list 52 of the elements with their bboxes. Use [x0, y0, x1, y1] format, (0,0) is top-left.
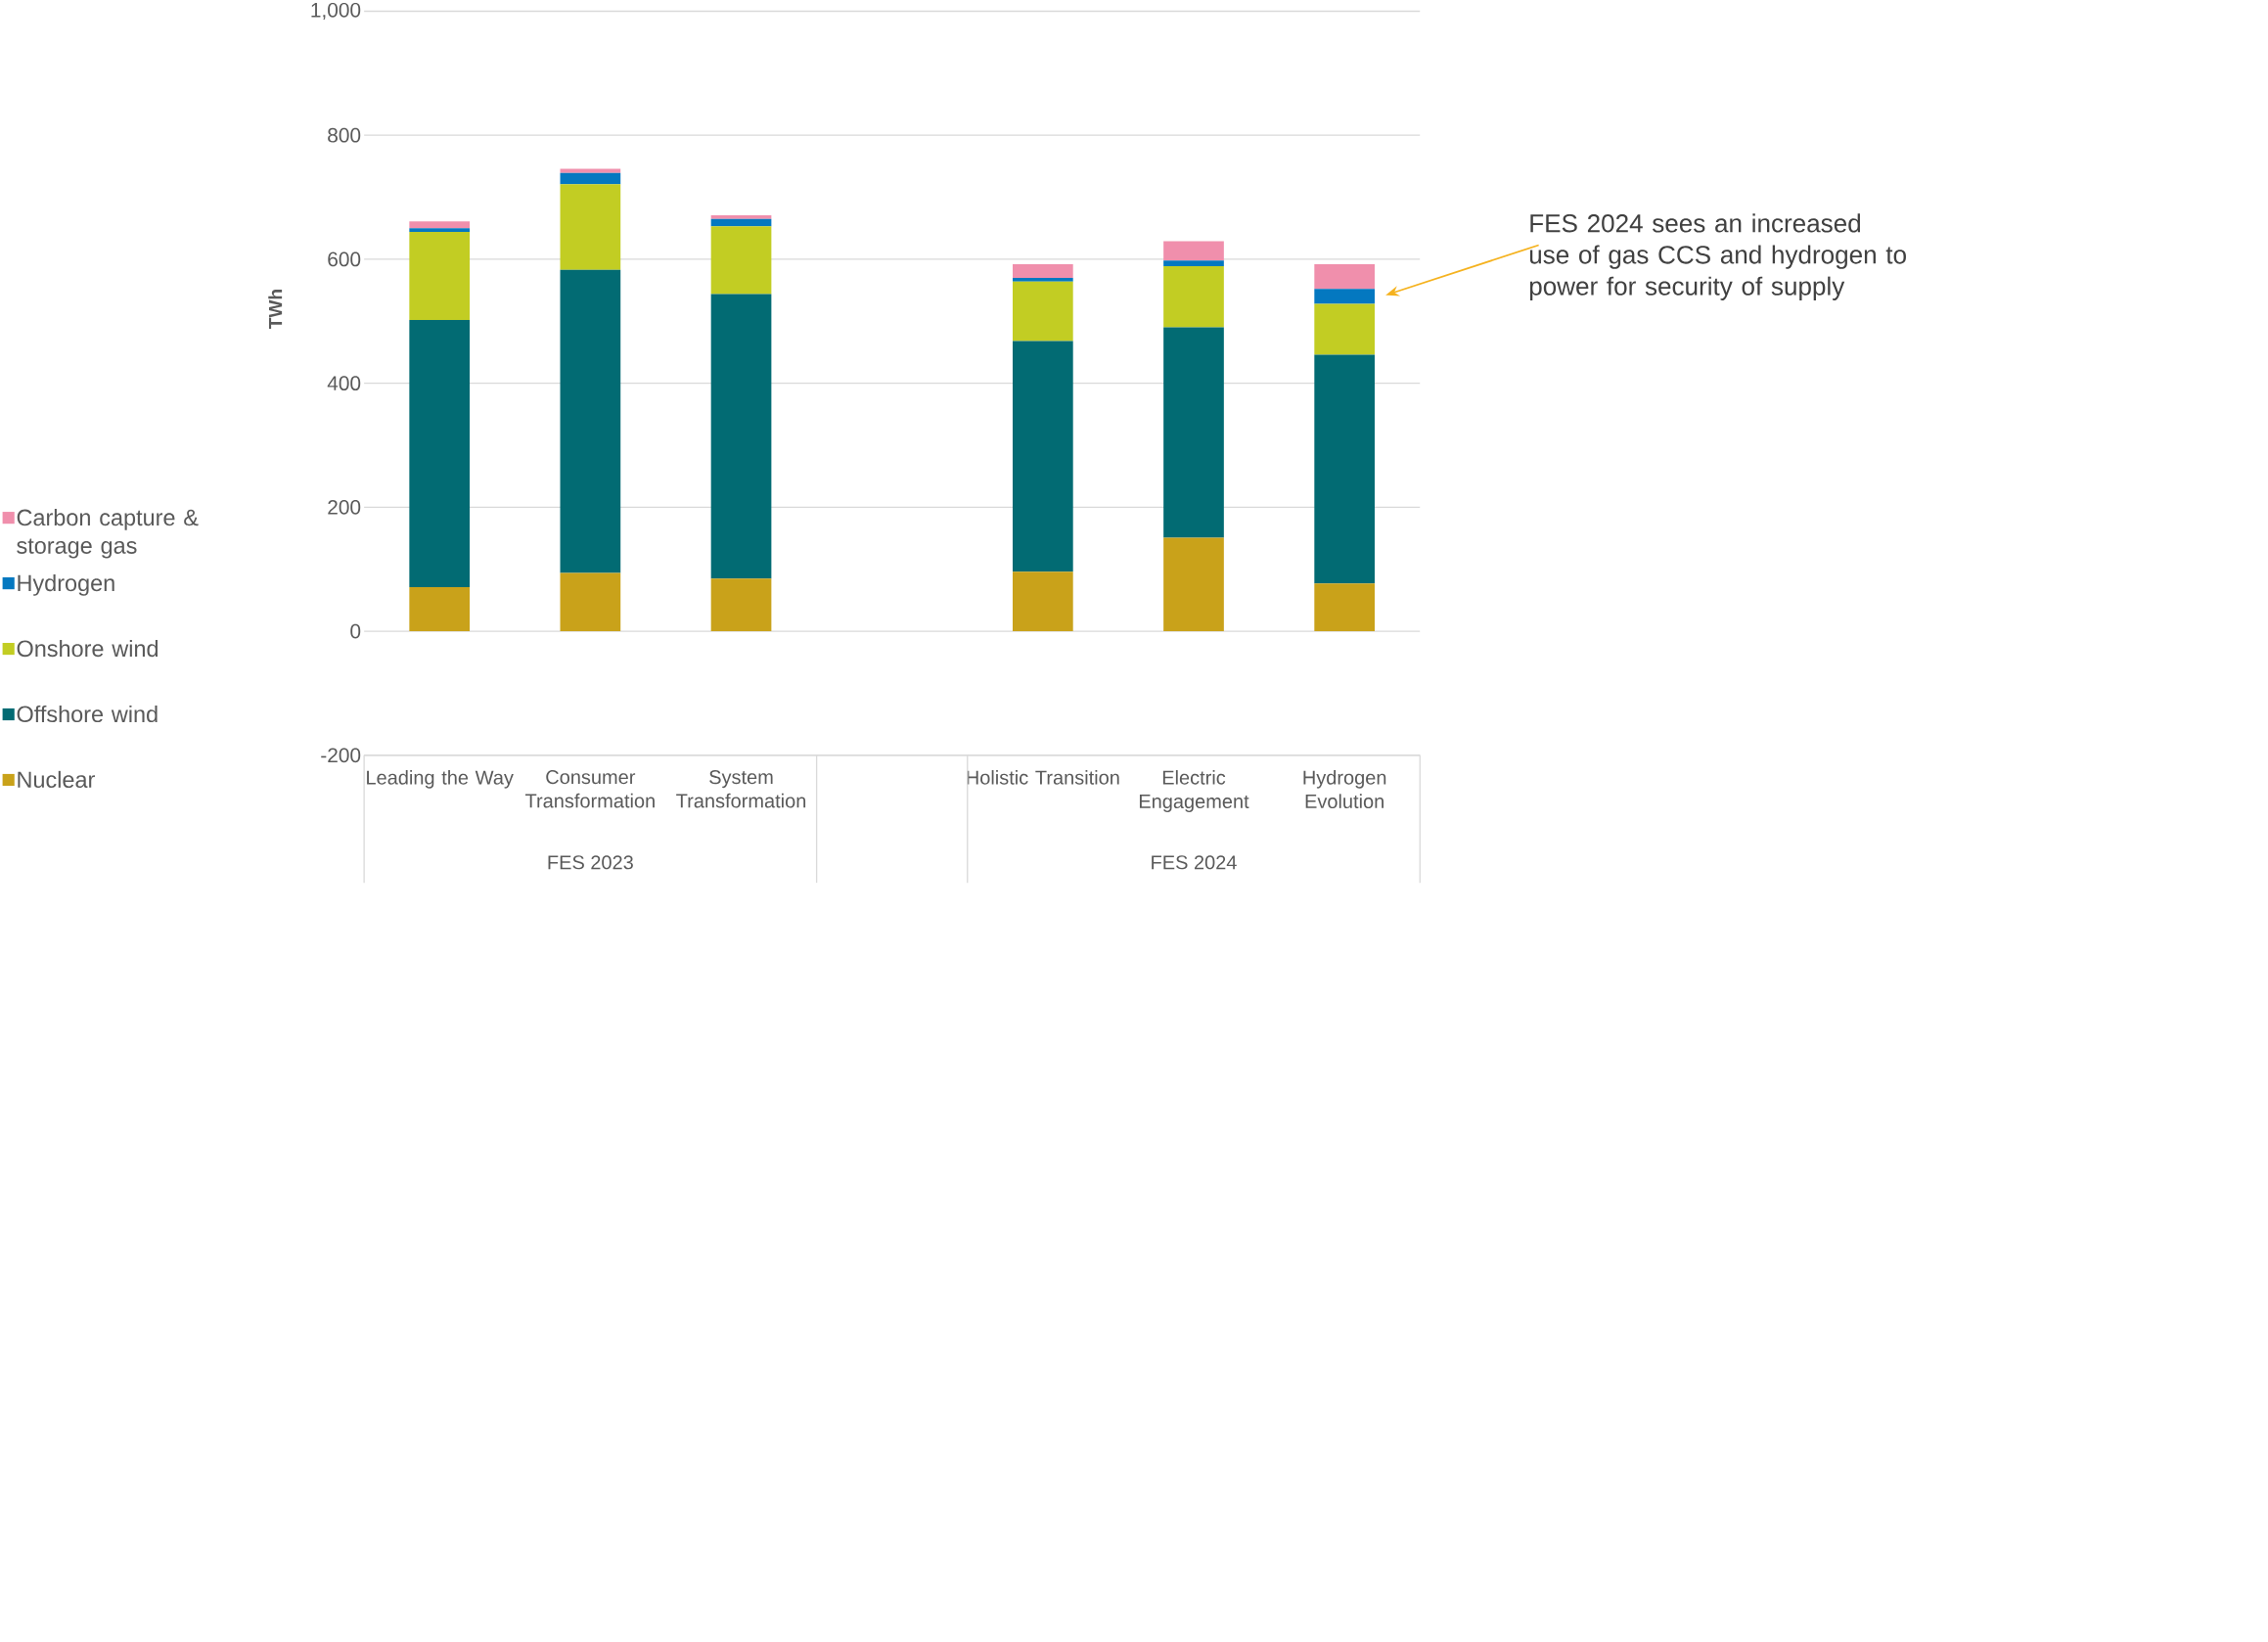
x-tick-label: Hydrogen Evolution: [1303, 770, 1386, 809]
legend-label: Nuclear: [18, 770, 95, 789]
bar: [409, 228, 471, 233]
bar: [710, 578, 772, 632]
bar: [1013, 281, 1073, 342]
legend-label: Carbon capture & storage gas: [17, 509, 199, 559]
y-tick-label: 0: [350, 623, 361, 639]
y-tick-label: 800: [328, 127, 361, 143]
bar: [710, 215, 772, 219]
bar: [560, 184, 621, 270]
bar: [1013, 341, 1073, 572]
bar: [1013, 571, 1073, 632]
text: FES 2024: [1152, 855, 1237, 870]
bar: [1314, 289, 1376, 304]
x-tick-label: Consumer Transformation: [524, 770, 655, 808]
bar: [409, 587, 471, 632]
bar: [1314, 354, 1376, 584]
bar: [409, 221, 471, 229]
bar: [560, 572, 621, 632]
text: FES 2023: [548, 855, 633, 870]
legend-label: Offshore wind: [17, 705, 158, 723]
legend-label: Onshore wind: [17, 639, 159, 658]
bar: [710, 226, 772, 295]
bar: [1013, 278, 1073, 282]
bar: [560, 269, 621, 573]
text: FES 2024 sees an increased use of gas CCS and hydrogen to power for security of supply: [1529, 213, 1906, 301]
y-tick-label: 200: [328, 500, 361, 515]
x-tick-label: Leading the Way: [367, 770, 514, 789]
legend-label: Hydrogen: [18, 574, 114, 596]
x-tick-label: Holistic Transition: [967, 770, 1119, 785]
x-tick-label: System Transformation: [676, 770, 806, 808]
y-tick-label: 400: [327, 376, 361, 391]
bar: [1013, 264, 1073, 279]
y-tick-label: 1,000: [311, 2, 361, 21]
y-axis-title: TWh: [268, 290, 283, 330]
bar: [560, 172, 621, 185]
bar: [409, 232, 471, 321]
y-tick-label: -200: [321, 748, 361, 763]
bar: [1314, 264, 1376, 290]
bar: [1163, 327, 1224, 538]
bar: [409, 320, 471, 588]
bar: [1314, 583, 1376, 632]
x-tick-label: Electric Engagement: [1139, 770, 1249, 813]
bar: [1163, 265, 1224, 328]
bar: [1163, 260, 1224, 266]
y-tick-label: 600: [328, 251, 361, 267]
bar: [710, 218, 772, 227]
bar: [1163, 241, 1224, 261]
bar: [1163, 537, 1224, 632]
bar: [560, 168, 621, 173]
bar: [1314, 303, 1376, 355]
bar: [710, 294, 772, 579]
